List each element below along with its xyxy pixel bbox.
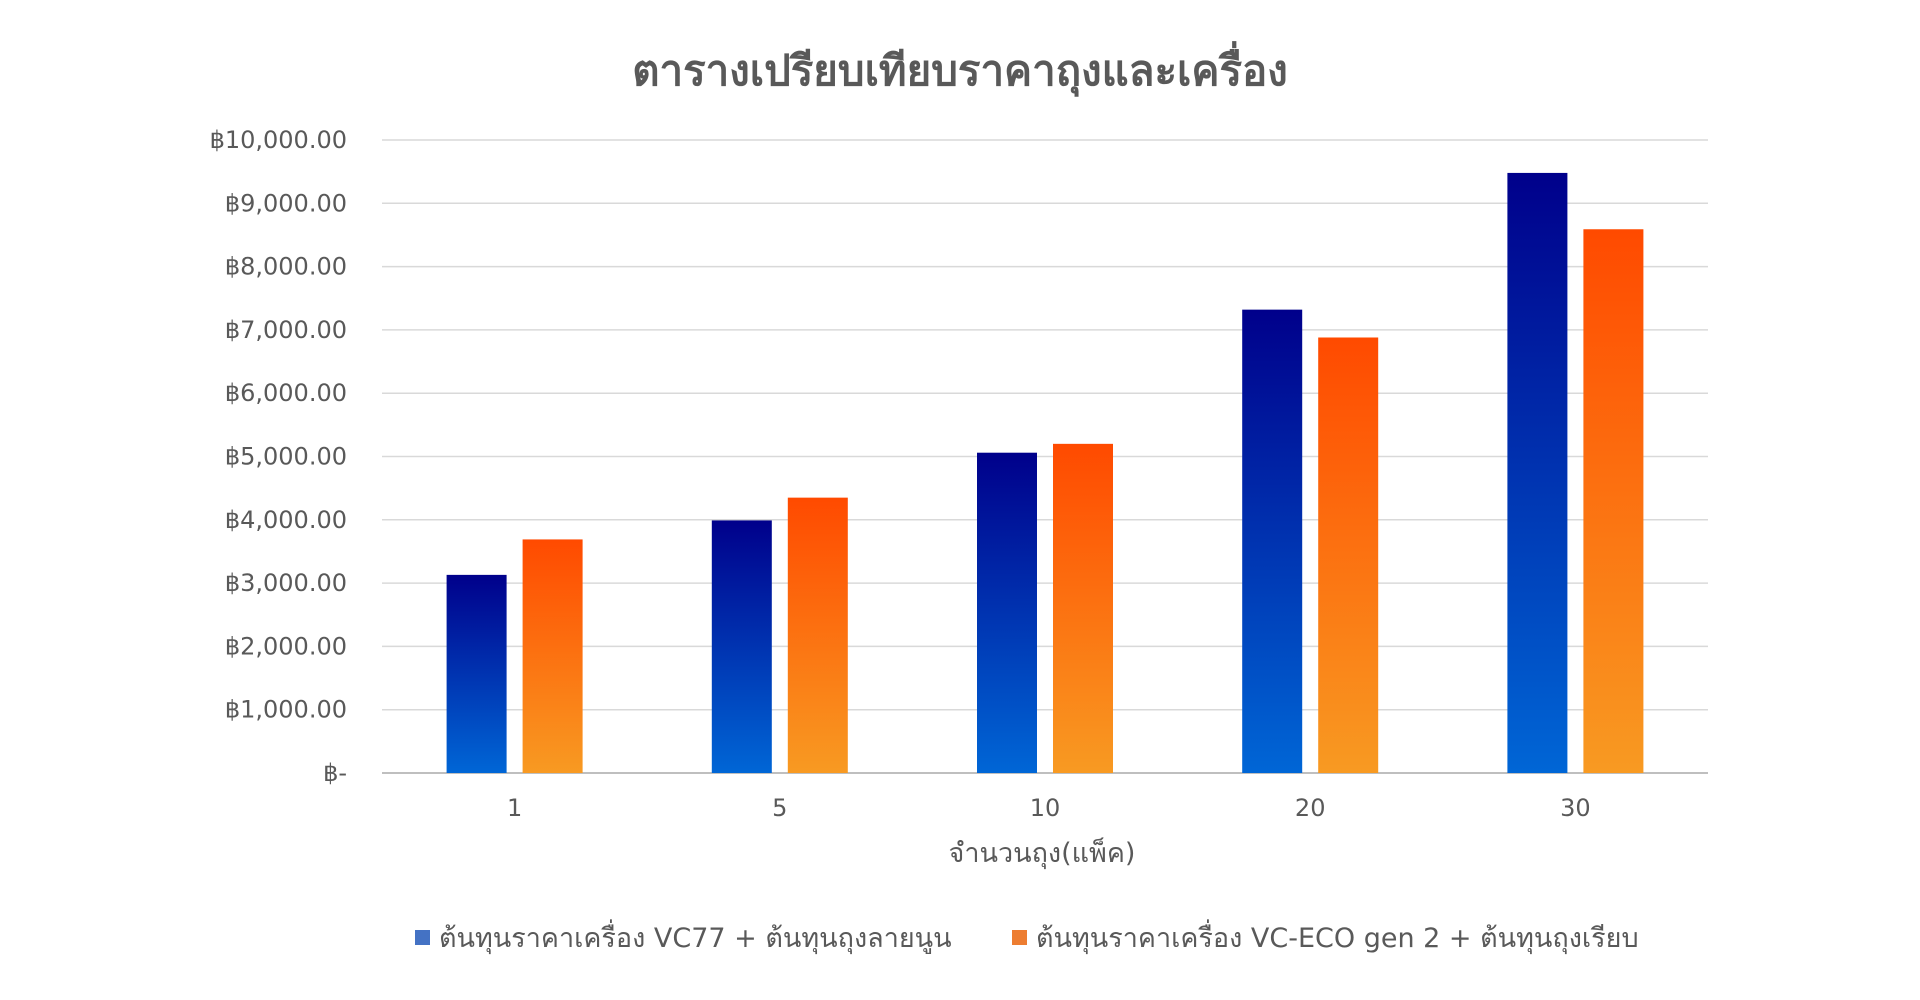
- bar-series1-cat-1: [446, 574, 507, 773]
- bar-series1-cat-20: [1242, 309, 1303, 773]
- bar-series2-cat-5: [787, 497, 848, 773]
- y-tick-label: ฿9,000.00: [225, 189, 347, 217]
- y-tick-label: ฿10,000.00: [210, 126, 347, 154]
- y-tick-label: ฿1,000.00: [225, 696, 347, 724]
- y-tick-label: ฿6,000.00: [225, 379, 347, 407]
- legend: ต้นทุนราคาเครื่อง VC77 + ต้นทุนถุงลายนูน…: [415, 919, 1639, 955]
- legend-label: ต้นทุนราคาเครื่อง VC77 + ต้นทุนถุงลายนูน: [439, 919, 952, 955]
- x-tick-label: 20: [1295, 794, 1326, 822]
- x-tick-label: 5: [772, 794, 787, 822]
- bar-series2-cat-20: [1318, 337, 1379, 773]
- y-tick-label: ฿2,000.00: [225, 632, 347, 660]
- gridlines: [382, 139, 1708, 774]
- legend-item-series-1: ต้นทุนราคาเครื่อง VC77 + ต้นทุนถุงลายนูน: [415, 919, 952, 955]
- legend-swatch: [415, 930, 430, 945]
- y-tick-label: ฿4,000.00: [225, 506, 347, 534]
- x-tick-label: 10: [1030, 794, 1061, 822]
- chart-title: ตารางเปรียบเทียบราคาถุงและเครื่อง: [632, 41, 1288, 97]
- y-tick-label: ฿8,000.00: [225, 253, 347, 281]
- y-tick-label: ฿5,000.00: [225, 443, 347, 471]
- x-axis-title: จำนวนถุง(แพ็ค): [949, 835, 1136, 870]
- bar-series1-cat-5: [711, 520, 772, 773]
- y-tick-label: ฿-: [323, 759, 347, 787]
- y-axis-tick-labels: ฿- ฿1,000.00 ฿2,000.00 ฿3,000.00 ฿4,000.00 ฿5…: [210, 126, 347, 787]
- bar-series2-cat-1: [522, 539, 583, 773]
- legend-swatch: [1012, 930, 1027, 945]
- y-tick-label: ฿3,000.00: [225, 569, 347, 597]
- bar-series1-cat-30: [1507, 172, 1568, 773]
- bar-series1-cat-10: [977, 452, 1037, 773]
- legend-label: ต้นทุนราคาเครื่อง VC-ECO gen 2 + ต้นทุนถ…: [1036, 919, 1639, 955]
- x-axis-tick-labels: 1 5 10 20 30: [507, 794, 1591, 822]
- x-tick-label: 30: [1560, 794, 1591, 822]
- legend-item-series-2: ต้นทุนราคาเครื่อง VC-ECO gen 2 + ต้นทุนถ…: [1012, 919, 1639, 955]
- x-tick-label: 1: [507, 794, 522, 822]
- bar-series2-cat-10: [1053, 443, 1113, 773]
- y-tick-label: ฿7,000.00: [225, 316, 347, 344]
- bars: [446, 172, 1644, 774]
- bar-series2-cat-30: [1583, 229, 1644, 774]
